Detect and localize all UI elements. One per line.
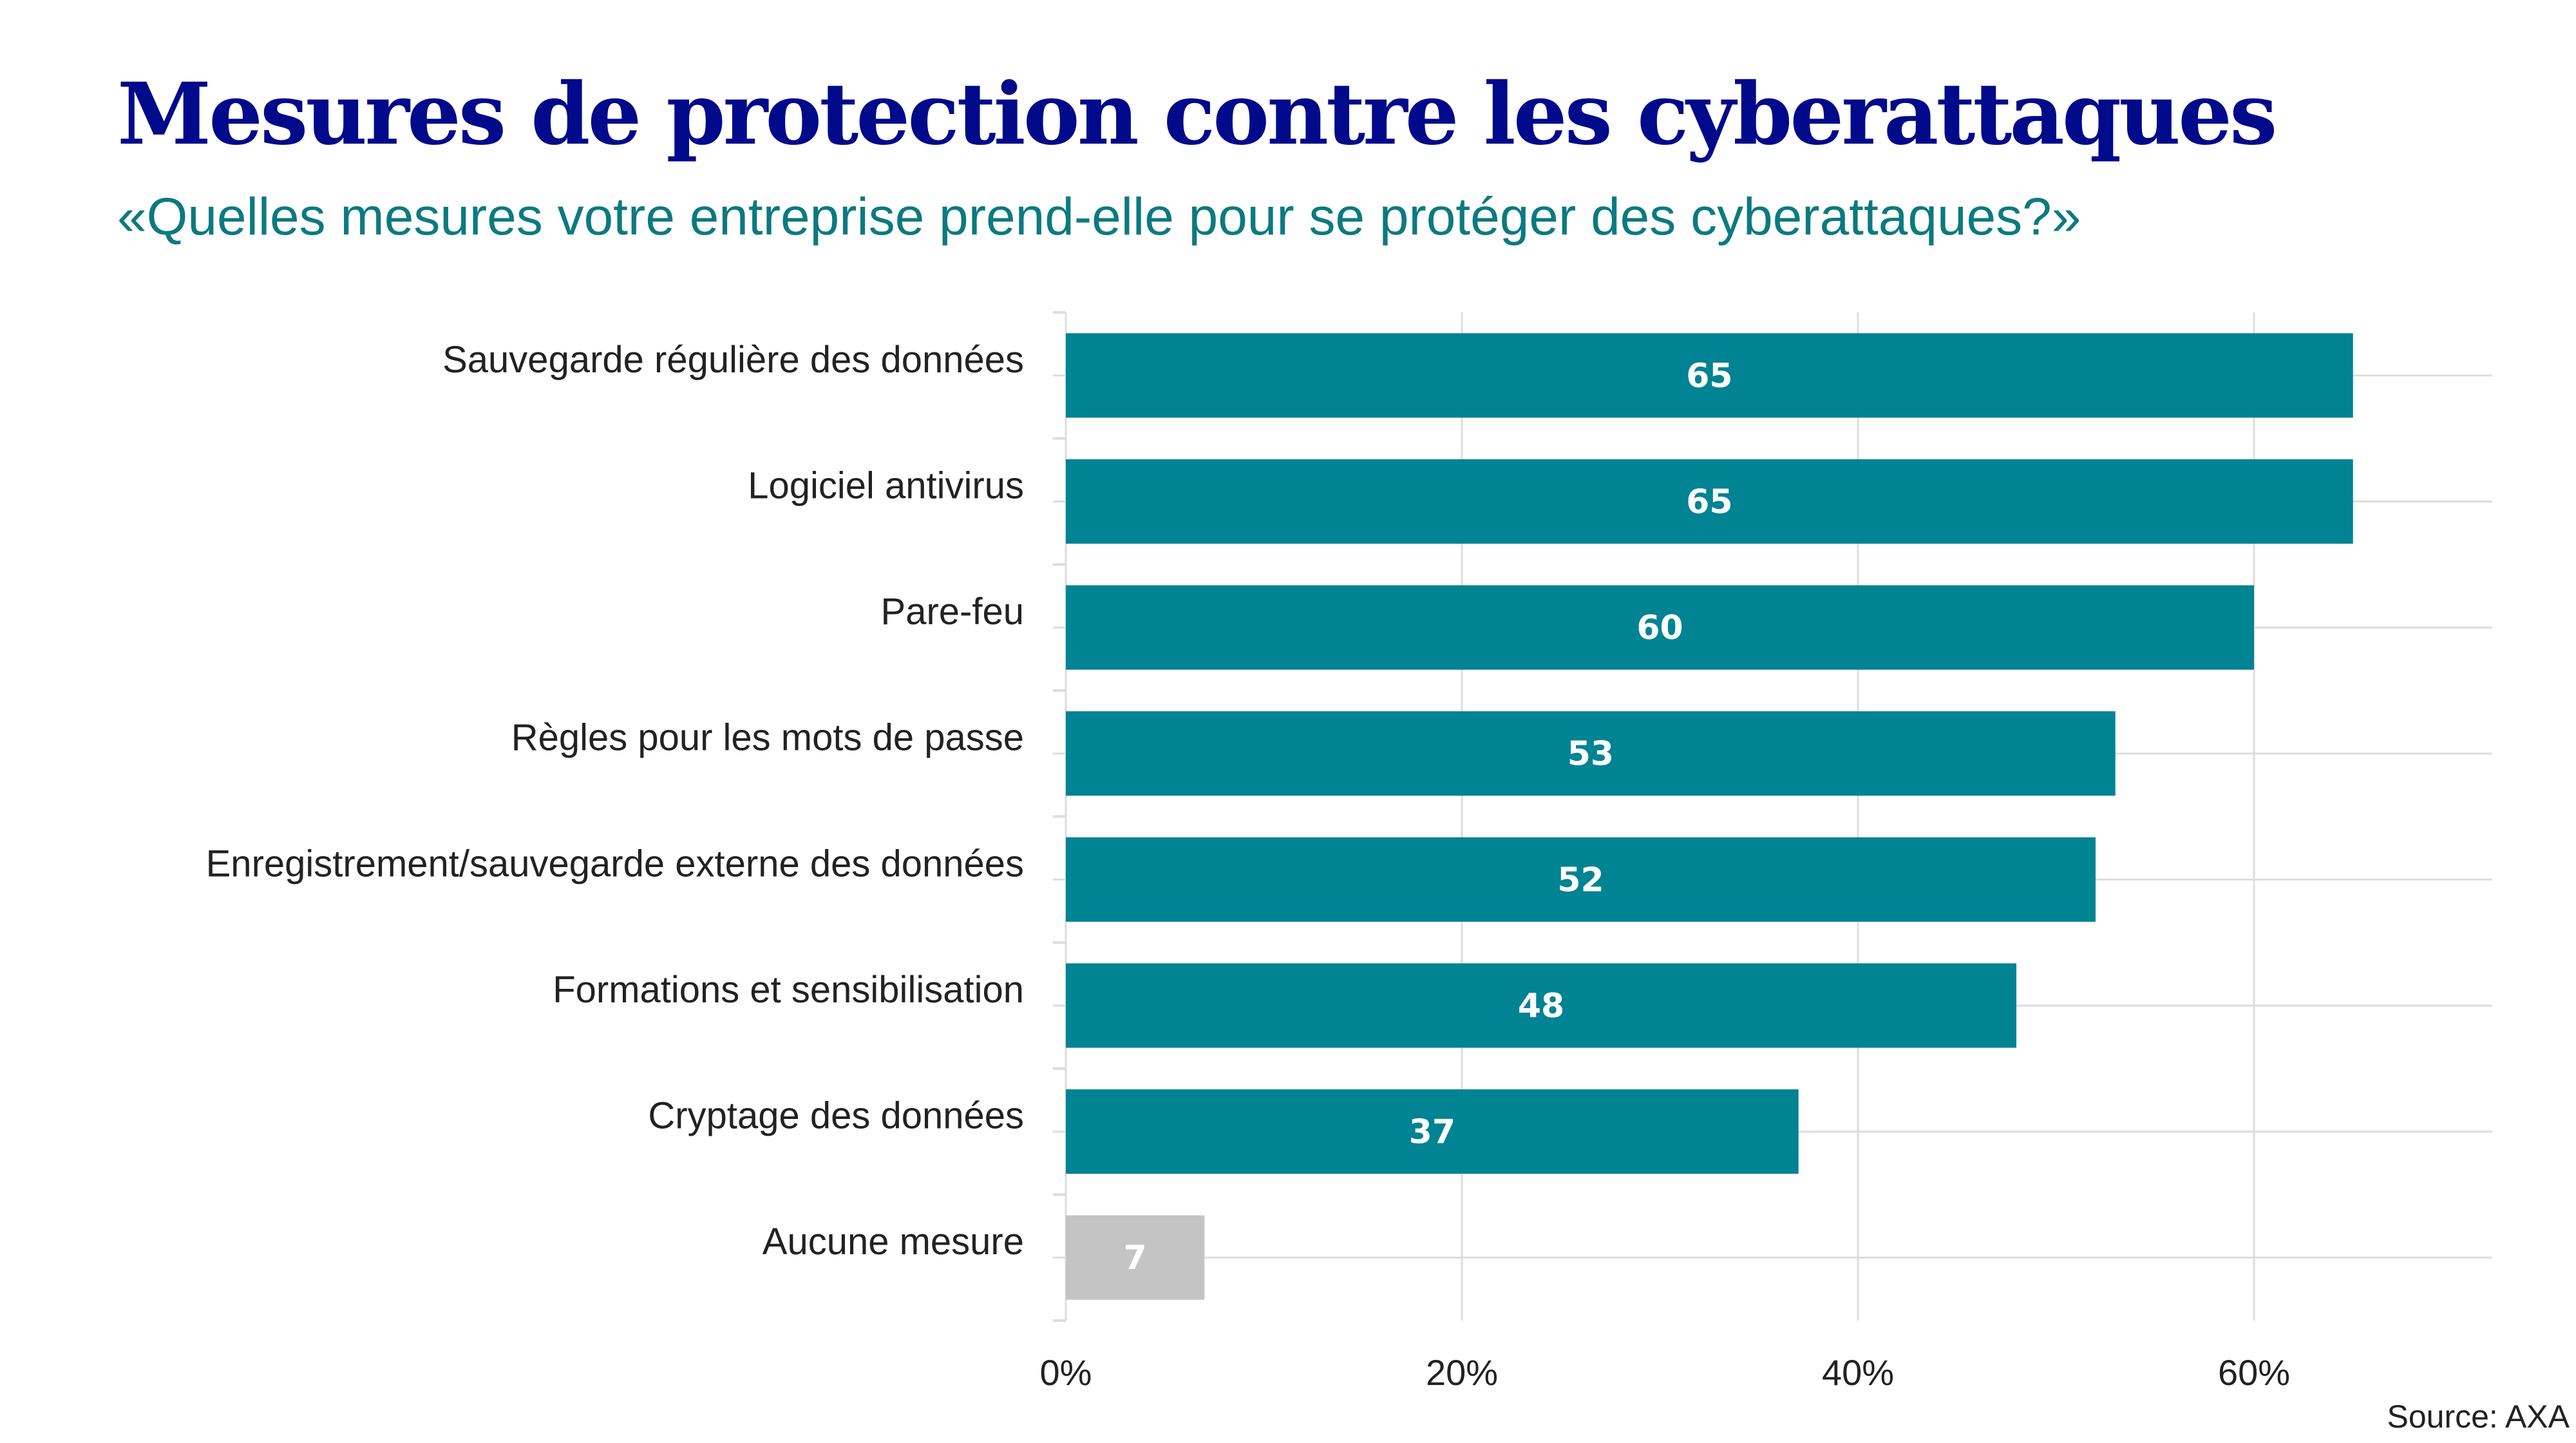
category-label: Formations et sensibilisation — [553, 969, 1024, 1011]
bar-value-label: 60 — [1636, 609, 1683, 647]
category-labels: Sauvegarde régulière des données Logiciel… — [206, 339, 1024, 1263]
bar-value-label: 52 — [1557, 861, 1604, 899]
chart-subtitle: «Quelles mesures votre entreprise prend-… — [117, 187, 2081, 246]
category-label: Enregistrement/sauvegarde externe des do… — [206, 843, 1024, 884]
bar — [1066, 585, 2254, 670]
x-tick-label: 20% — [1426, 1352, 1498, 1393]
bar — [1066, 963, 2016, 1048]
bar — [1066, 459, 2353, 544]
bar-value-label: 37 — [1409, 1113, 1455, 1152]
bar-value-label: 53 — [1567, 735, 1614, 774]
chart-title: Mesures de protection contre les cyberat… — [117, 64, 2277, 164]
x-tick-label: 40% — [1822, 1352, 1894, 1393]
category-label: Logiciel antivirus — [748, 464, 1024, 506]
bar — [1066, 1215, 1205, 1300]
bars: 65 65 60 53 52 48 37 7 — [1066, 333, 2353, 1300]
bar-value-label: 65 — [1686, 483, 1732, 521]
category-label: Sauvegarde régulière des données — [442, 339, 1024, 381]
bar — [1066, 837, 2096, 922]
bar-value-label: 48 — [1518, 987, 1564, 1026]
bar — [1066, 711, 2116, 796]
x-axis-ticks: 0% 20% 40% 60% — [1040, 1352, 2291, 1393]
bar — [1066, 333, 2353, 418]
category-label: Cryptage des données — [648, 1095, 1024, 1137]
category-label: Aucune mesure — [762, 1221, 1024, 1263]
category-label: Règles pour les mots de passe — [511, 717, 1024, 759]
source-note: Source: AXA — [2387, 1399, 2570, 1435]
bar-value-label: 65 — [1686, 357, 1732, 396]
bar-value-label: 7 — [1124, 1239, 1147, 1277]
category-label: Pare-feu — [881, 591, 1024, 633]
x-tick-label: 60% — [2218, 1352, 2290, 1393]
x-tick-label: 0% — [1040, 1352, 1092, 1393]
bar — [1066, 1089, 1799, 1174]
